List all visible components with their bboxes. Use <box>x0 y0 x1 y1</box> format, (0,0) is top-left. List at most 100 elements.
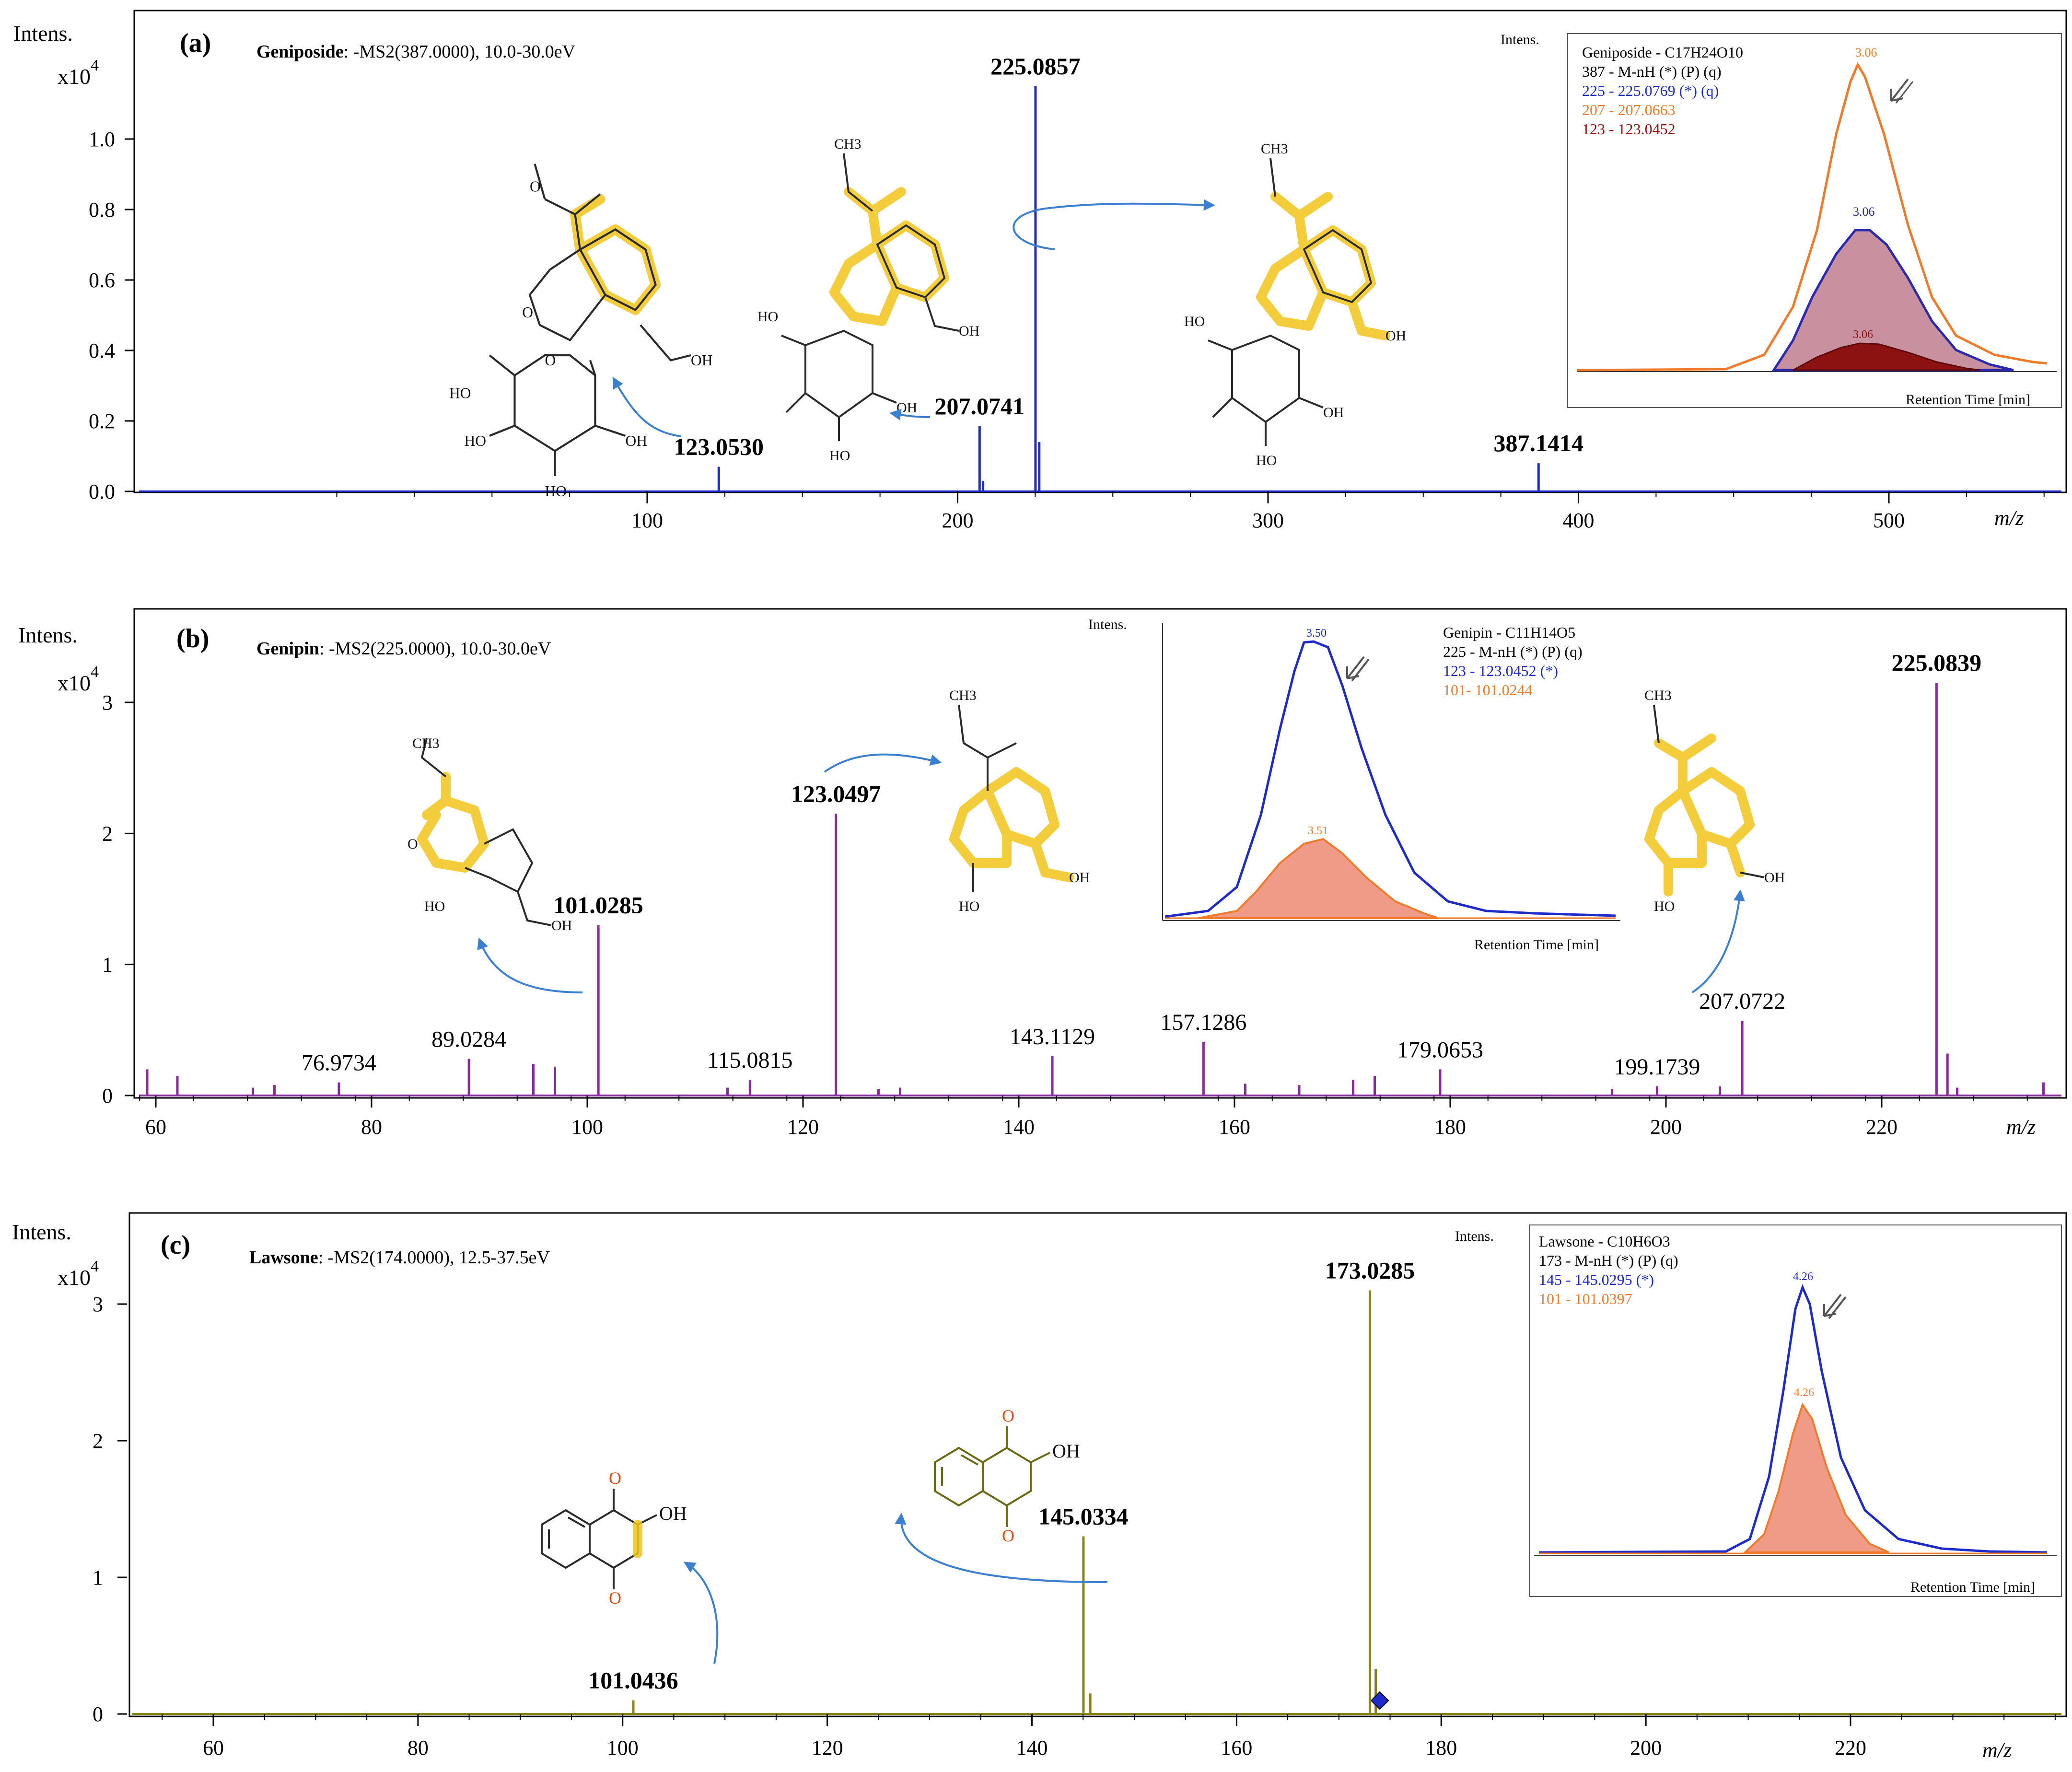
inset-b-area-101 <box>1198 838 1439 919</box>
svg-text:HO: HO <box>1184 314 1205 329</box>
svg-text:OH: OH <box>551 918 572 933</box>
x-tick-label: 100 <box>571 1115 603 1139</box>
inset-legend-entry: 225 - M-nH (*) (P) (q) <box>1443 643 1583 660</box>
x-tick-label: 500 <box>1873 509 1905 532</box>
peak-label: 179.0653 <box>1397 1037 1483 1062</box>
peak-label: 143.1129 <box>1010 1024 1095 1049</box>
x-tick-label: 100 <box>631 509 663 532</box>
svg-text:HO: HO <box>449 385 471 401</box>
inset-c-xlabel: Retention Time [min] <box>1910 1579 2035 1595</box>
inset-a-legend: Geniposide - C17H24O10 387 - M-nH (*) (P)… <box>1582 44 1743 138</box>
x-tick-label: 100 <box>607 1736 639 1760</box>
inset-legend-entry: Lawsone - C10H6O3 <box>1539 1233 1670 1250</box>
peak-label: 173.0285 <box>1325 1257 1415 1284</box>
y-tick-label: 0.2 <box>89 409 115 433</box>
x-tick-label: 220 <box>1835 1736 1866 1760</box>
peak-label: 101.0436 <box>588 1667 678 1694</box>
x-tick-label: 60 <box>145 1115 166 1139</box>
inset-c-legend: Lawsone - C10H6O3 173 - M-nH (*) (P) (q) 1… <box>1539 1233 1678 1307</box>
y-tick-label: 0.0 <box>89 480 115 503</box>
svg-text:OH: OH <box>1385 328 1406 344</box>
panel-b-title: Genipin: -MS2(225.0000), 10.0-30.0eV <box>256 639 551 659</box>
x-tick-label: 120 <box>812 1736 843 1760</box>
inset-b-ylabel: Intens. <box>1088 617 1127 632</box>
inset-legend-entry: 173 - M-nH (*) (P) (q) <box>1539 1252 1678 1269</box>
inset-legend-entry: 387 - M-nH (*) (P) (q) <box>1582 63 1722 80</box>
x-tick-label: 180 <box>1425 1736 1457 1760</box>
inset-c-ylabel: Intens. <box>1455 1228 1494 1244</box>
peak-label: 76.9734 <box>302 1050 376 1076</box>
peak-label: 387.1414 <box>1493 430 1583 456</box>
svg-text:CH3: CH3 <box>1261 141 1288 157</box>
peak-label: 207.0722 <box>1699 989 1785 1014</box>
svg-text:CH3: CH3 <box>412 735 440 751</box>
inset-legend-entry: 207 - 207.0663 <box>1582 101 1676 118</box>
fragment-arrow-c1 <box>683 1562 719 1664</box>
svg-text:CH3: CH3 <box>834 136 861 152</box>
svg-text:O: O <box>545 352 556 369</box>
panel-c-label: (c) <box>161 1230 190 1260</box>
panel-c-ylabel: Intens. <box>12 1220 71 1244</box>
panel-a: Intens. x104 (a) Geniposide: -MS2(387.00… <box>13 10 2067 532</box>
genipin-fragment-101-structure: CH3 O HO OH <box>407 735 572 933</box>
inset-a-apex-123: 3.06 <box>1853 328 1873 341</box>
inset-b-arrow-icon <box>1346 656 1370 682</box>
x-tick-label: 120 <box>787 1115 819 1139</box>
inset-a-area-123 <box>1793 342 1980 371</box>
svg-text:OH: OH <box>896 400 917 416</box>
lawsone-structure-middle: O O OH <box>934 1406 1080 1545</box>
inset-legend-entry: 145 - 145.0295 (*) <box>1539 1271 1654 1288</box>
svg-text:CH3: CH3 <box>949 688 977 703</box>
inset-c-apex-145: 4.26 <box>1793 1271 1813 1283</box>
panel-b: Intens. x104 (b) Genipin: -MS2(225.0000)… <box>18 608 2067 1139</box>
inset-legend-entry: 225 - 225.0769 (*) (q) <box>1582 82 1719 99</box>
fragment-arrow-b3 <box>1691 889 1745 993</box>
inset-a-apex-225: 3.06 <box>1853 205 1875 219</box>
y-tick-label: 3 <box>93 1293 103 1316</box>
inset-legend-entry: 101- 101.0244 <box>1443 681 1533 699</box>
peak-label: 123.0530 <box>674 433 764 460</box>
svg-text:OH: OH <box>1764 870 1785 886</box>
inset-b-xlabel: Retention Time [min] <box>1474 937 1599 953</box>
x-tick-label: 140 <box>1003 1115 1035 1139</box>
x-tick-label: 200 <box>1630 1736 1662 1760</box>
svg-text:OH: OH <box>659 1503 687 1524</box>
y-tick-label: 3 <box>102 691 113 714</box>
inset-b-apex-101: 3.51 <box>1308 825 1328 837</box>
y-tick-label: 0.8 <box>89 198 115 222</box>
svg-text:HO: HO <box>829 448 850 464</box>
x-tick-label: 200 <box>942 509 974 532</box>
svg-text:OH: OH <box>1069 870 1090 886</box>
svg-text:O: O <box>530 178 541 195</box>
inset-legend-entry: 101 - 101.0397 <box>1539 1290 1632 1307</box>
x-tick-label: 400 <box>1563 509 1595 532</box>
svg-text:HO: HO <box>959 898 979 914</box>
svg-text:OH: OH <box>626 432 647 449</box>
peak-label: 225.0839 <box>1892 649 1982 676</box>
panel-c-title: Lawsone: -MS2(174.0000), 12.5-37.5eV <box>249 1247 550 1268</box>
x-tick-label: 300 <box>1252 509 1284 532</box>
svg-text:O: O <box>1002 1526 1014 1545</box>
panel-b-xlabel: m/z <box>2006 1115 2036 1139</box>
fragment-arrow-b2 <box>824 753 942 773</box>
panel-b-frame <box>133 608 2067 1099</box>
inset-b-apex-123: 3.50 <box>1306 627 1327 640</box>
panel-b-label: (b) <box>176 624 209 653</box>
inset-c-apex-101: 4.26 <box>1794 1387 1814 1399</box>
x-tick-label: 80 <box>361 1115 382 1139</box>
peak-label: 207.0741 <box>935 393 1025 420</box>
x-tick-label: 200 <box>1650 1115 1682 1139</box>
svg-text:O: O <box>609 1469 621 1488</box>
inset-legend-entry: 123 - 123.0452 (*) <box>1443 662 1558 679</box>
panel-c-yexp: x104 <box>58 1258 99 1290</box>
inset-legend-entry: Genipin - C11H14O5 <box>1443 624 1575 641</box>
y-tick-label: 1.0 <box>89 128 115 151</box>
svg-text:CH3: CH3 <box>1644 688 1672 703</box>
x-tick-label: 140 <box>1016 1736 1048 1760</box>
panel-c-xlabel: m/z <box>1982 1738 2012 1762</box>
y-tick-label: 1 <box>102 953 113 977</box>
x-tick-label: 60 <box>203 1736 224 1760</box>
x-tick-label: 160 <box>1221 1736 1252 1760</box>
genipin-structure-right: CH3 OH HO <box>1644 688 1785 914</box>
